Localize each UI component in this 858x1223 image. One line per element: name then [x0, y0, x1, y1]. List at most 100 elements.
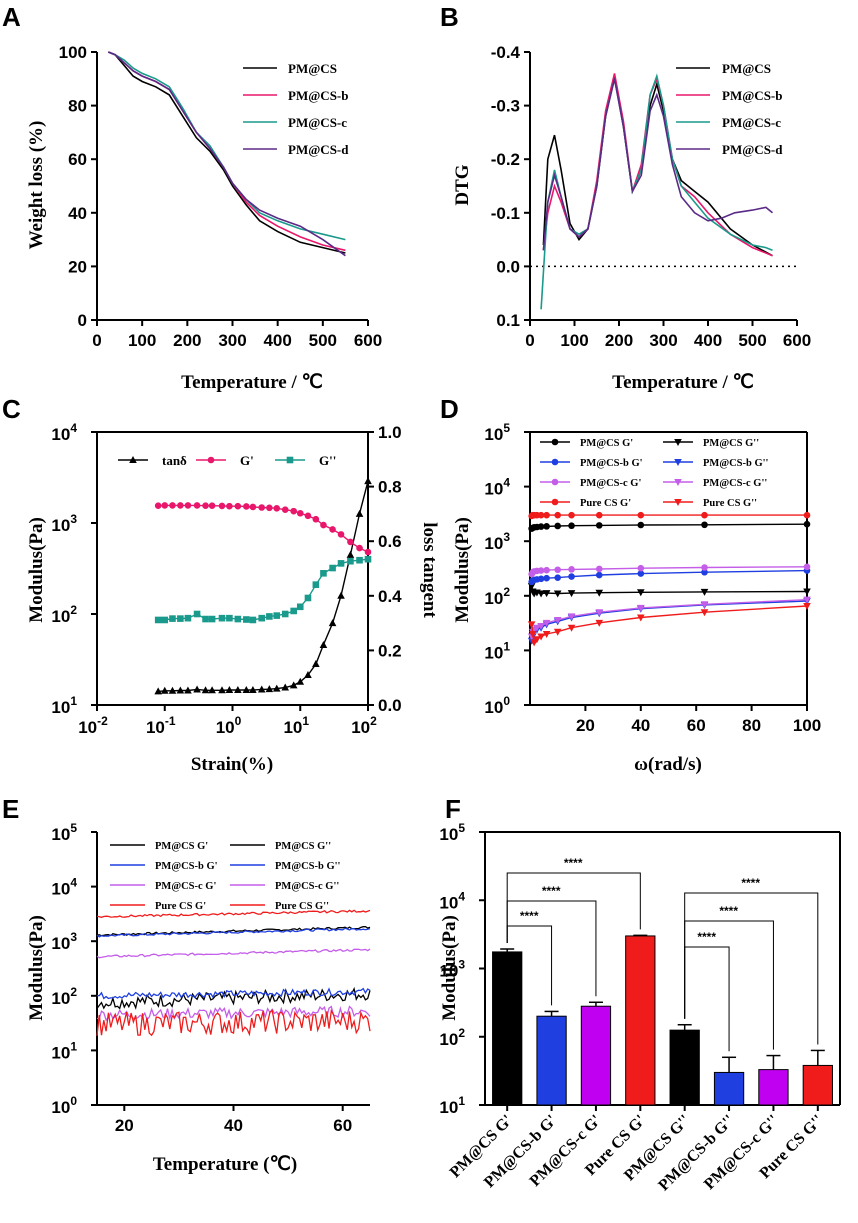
panel-c-data-point: [208, 502, 216, 509]
panel-a-series-line: [108, 51, 346, 254]
panel-d-data-point: [595, 522, 603, 529]
panel-c-data-point: [226, 502, 233, 510]
panel-d-data-point: [553, 617, 562, 625]
panel-d-data-point: [637, 564, 645, 572]
panel-f-ytick-label: 104: [439, 889, 465, 912]
panel-b-legend-label: PM@CS: [722, 61, 771, 76]
panel-e-series-line: [96, 1008, 371, 1037]
panel-c-data-point: [304, 594, 312, 602]
panel-b-series-line: [542, 78, 774, 251]
panel-d-legend-marker: [674, 459, 682, 466]
panel-d-xlabel: ω(rad/s): [634, 754, 702, 775]
panel-c-data-point: [320, 521, 327, 529]
panel-c-xlabel: Strain(%): [191, 754, 273, 775]
panel-a-xtick-label: 0: [92, 331, 101, 350]
panel-b-xtick-label: 500: [738, 331, 766, 350]
panel-c-data-point: [154, 616, 162, 624]
panel-b: B 0 100 200 300 400 500 600 -0.4 -0.3 -0.2 -0.1 0.0…: [440, 2, 811, 393]
panel-label-f: F: [445, 794, 461, 824]
panel-a-series: [108, 51, 346, 257]
panel-c-ytick-label-base: 10: [51, 425, 70, 444]
panel-c-data-point: [202, 615, 209, 623]
panel-f-ytick-label: 102: [439, 1026, 465, 1049]
panel-d-data-point: [533, 624, 541, 632]
panel-a-xtick-label: 500: [309, 331, 337, 350]
panel-c-legend-marker: [129, 456, 137, 463]
panel-c-data-point: [273, 612, 281, 619]
panel-d-data-point: [595, 565, 603, 573]
panel-c-xtick-label: 101: [283, 714, 309, 737]
panel-c-y2tick-label: 0.2: [378, 641, 402, 660]
panel-c-data-point: [364, 555, 372, 563]
panel-d-legend-label: Pure CS G'': [703, 498, 757, 509]
panel-f-ytick-label-base: 10: [439, 893, 458, 912]
panel-b-legend-label: PM@CS-c: [722, 115, 781, 130]
panel-c-ytick-label-exp: 1: [70, 694, 77, 708]
panel-c-ytick-label-exp: 2: [70, 603, 77, 617]
panel-d-data-point: [537, 511, 545, 519]
panel-e-ytick-label-base: 10: [51, 989, 70, 1008]
panel-label-e: E: [2, 794, 19, 824]
panel-e-xtick-label: 20: [115, 1116, 134, 1135]
panel-d-data-point: [700, 588, 709, 596]
panel-d-data-point: [542, 630, 551, 638]
panel-c-data-point: [290, 607, 297, 615]
panel-c-y2tick-label: 0.8: [378, 478, 402, 497]
panel-c-data-point: [273, 505, 281, 512]
panel-a-legend: PM@CS PM@CS-b PM@CS-c PM@CS-d: [243, 61, 349, 157]
panel-e-series-line: [96, 909, 371, 918]
panel-b-xtick-label: 300: [649, 331, 677, 350]
panel-c-data-point: [208, 615, 216, 623]
panel-f-significance-label: ****: [520, 909, 539, 923]
panel-c-data-point: [193, 502, 201, 509]
panel-e-xtick-label: 60: [333, 1116, 352, 1135]
panel-d-ytick-label-exp: 1: [503, 639, 510, 653]
panel-e-ytick-label: 102: [51, 985, 77, 1008]
panel-c-data-point: [296, 509, 304, 517]
panel-d-data-point: [567, 624, 576, 632]
panel-c-ytick-label: 103: [51, 512, 77, 535]
panel-f-significance: ************************: [506, 856, 819, 1052]
panel-c-legend-label: tanδ: [162, 453, 187, 468]
panel-f-category-label: PM@CS-b G'': [655, 1112, 738, 1195]
panel-d-ytick-label-exp: 3: [503, 530, 510, 544]
panel-e-ytick-label-base: 10: [51, 880, 70, 899]
panel-d-data-point: [637, 604, 645, 612]
panel-d-data-point: [553, 628, 562, 636]
panel-e-series-line: [96, 986, 371, 1010]
panel-d-legend-marker: [551, 458, 559, 466]
panel-c-data-point: [272, 684, 281, 692]
panel-c-data-point: [257, 685, 266, 693]
panel-c-data-point: [243, 503, 250, 510]
panel-c-data-point: [266, 504, 273, 512]
panel-f-bars: [492, 934, 833, 1106]
panel-d-data-point: [537, 590, 545, 598]
panel-e-xtick-label: 40: [224, 1116, 243, 1135]
panel-c-data-point: [234, 615, 242, 623]
panel-d-ytick-label-exp: 0: [503, 694, 510, 708]
panel-a-xtick-label: 400: [263, 331, 291, 350]
panel-e-ytick-label-base: 10: [51, 1043, 70, 1062]
panel-d-data-point: [527, 583, 536, 591]
panel-c-data-point: [154, 502, 162, 509]
panel-c-data-point: [356, 556, 363, 564]
panel-d-ytick-label-base: 10: [484, 698, 503, 717]
panel-b-series: [540, 73, 774, 310]
panel-f-bar: [758, 1069, 789, 1106]
panel-d-data-point: [700, 609, 709, 617]
panel-c-data-point: [225, 685, 234, 693]
panel-c-legend-label: G': [240, 453, 254, 468]
panel-e-ytick-label-exp: 0: [70, 1094, 77, 1108]
panel-d-legend-label: PM@CS-c G': [580, 478, 641, 489]
panel-e-legend-label: Pure CS G'': [275, 901, 329, 912]
panel-b-ylabel: DTG: [452, 164, 473, 205]
panel-a-ytick-label: 0: [78, 311, 87, 330]
panel-c-data-point: [218, 686, 226, 694]
panel-f-significance-bracket: [506, 872, 641, 944]
panel-d-ytick-label: 102: [484, 585, 510, 608]
panel-e-ytick-label-exp: 4: [70, 876, 77, 890]
panel-d-data-point: [568, 573, 575, 580]
panel-a-series-line: [108, 51, 346, 241]
panel-d-ytick-label: 104: [484, 476, 510, 499]
